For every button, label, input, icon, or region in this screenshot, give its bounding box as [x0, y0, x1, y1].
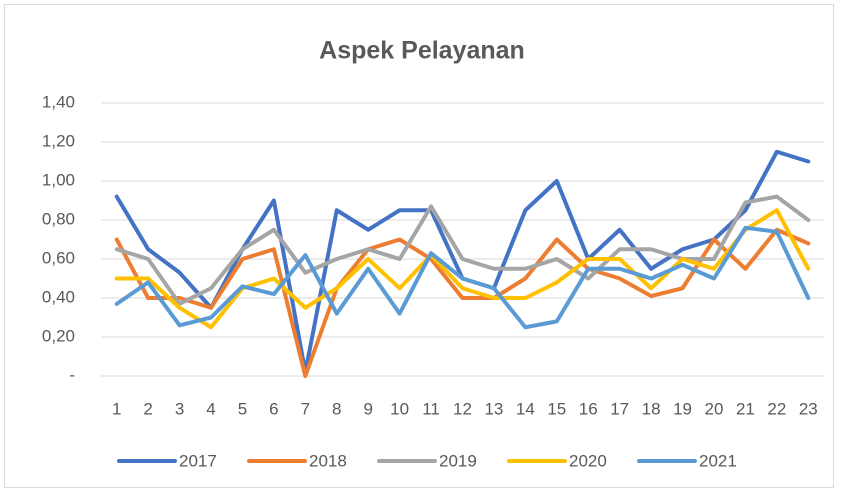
x-tick-label: 21	[736, 399, 755, 418]
y-tick-label: 1,40	[42, 92, 75, 111]
x-tick-label: 8	[332, 399, 341, 418]
x-tick-label: 19	[673, 399, 692, 418]
y-tick-label: 0,60	[42, 248, 75, 267]
x-tick-label: 14	[516, 399, 535, 418]
x-tick-label: 12	[453, 399, 472, 418]
x-tick-label: 2	[143, 399, 152, 418]
x-tick-label: 6	[269, 399, 278, 418]
y-tick-label: 1,00	[42, 170, 75, 189]
x-tick-label: 10	[390, 399, 409, 418]
x-tick-label: 15	[547, 399, 566, 418]
line-series	[114, 227, 811, 378]
chart-title: Aspek Pelayanan	[319, 37, 525, 65]
line-series	[114, 194, 811, 306]
x-tick-label: 18	[642, 399, 661, 418]
legend-label: 2017	[179, 451, 217, 470]
x-tick-label: 20	[705, 399, 724, 418]
legend-label: 2020	[569, 451, 607, 470]
line-series	[114, 208, 811, 330]
y-tick-label: 1,20	[42, 131, 75, 150]
legend-label: 2019	[439, 451, 477, 470]
y-tick-label: 0,80	[42, 209, 75, 228]
x-tick-label: 1	[112, 399, 121, 418]
y-tick-label: 0,40	[42, 287, 75, 306]
legend-label: 2018	[309, 451, 347, 470]
x-tick-label: 17	[610, 399, 629, 418]
x-tick-label: 7	[301, 399, 310, 418]
x-tick-label: 9	[363, 399, 372, 418]
y-tick-label: 0,20	[42, 326, 75, 345]
x-tick-label: 22	[767, 399, 786, 418]
legend-label: 2021	[699, 451, 737, 470]
x-tick-label: 4	[206, 399, 215, 418]
x-tick-label: 13	[484, 399, 503, 418]
x-tick-label: 5	[238, 399, 247, 418]
x-tick-label: 23	[799, 399, 818, 418]
line-series	[114, 225, 811, 330]
y-tick-label: -	[69, 365, 75, 384]
x-tick-label: 11	[422, 399, 440, 418]
x-tick-label: 16	[579, 399, 598, 418]
x-tick-label: 3	[175, 399, 184, 418]
